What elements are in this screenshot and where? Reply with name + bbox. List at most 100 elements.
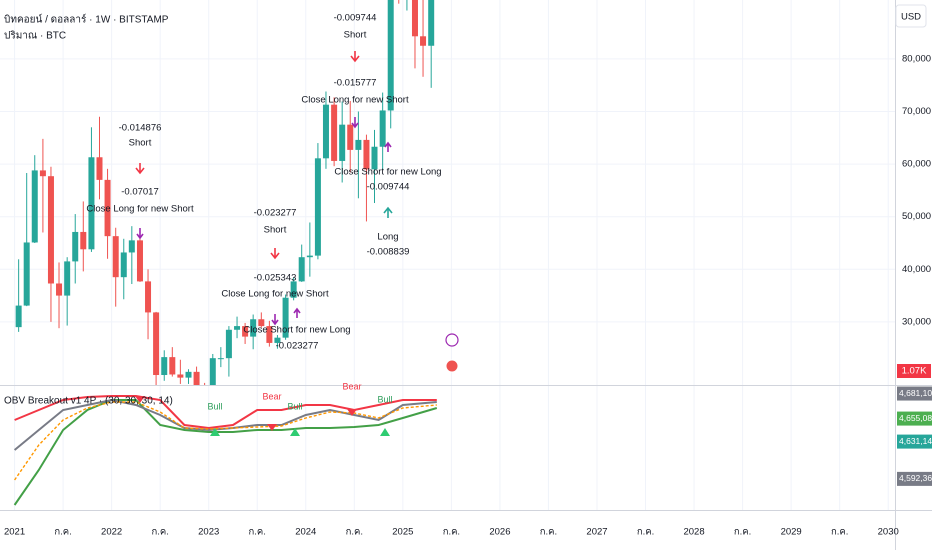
candle-body xyxy=(420,36,427,46)
event-icon[interactable] xyxy=(445,359,459,373)
indicator-line xyxy=(14,401,437,481)
bull-triangle xyxy=(290,428,300,436)
signal-annotation: Close Long for new Short xyxy=(221,289,329,300)
candle-body xyxy=(23,242,30,306)
currency: USD xyxy=(901,12,921,23)
x-tick-label: ก.ค. xyxy=(54,527,71,538)
signal-annotation: Close Long for new Short xyxy=(301,95,409,106)
event-icon[interactable] xyxy=(445,333,459,347)
indicator-line xyxy=(13,399,438,506)
bull-triangle xyxy=(380,428,390,436)
x-tick-label: 2029 xyxy=(781,527,802,538)
x-tick-label: 2023 xyxy=(198,527,219,538)
candle-body xyxy=(145,281,152,313)
signal-label: Bull xyxy=(207,401,222,411)
indicator-badge: 4,655,081 xyxy=(899,413,932,423)
price-pane xyxy=(15,0,435,385)
candle-body xyxy=(234,326,241,330)
indicator-badge: 4,631,149 xyxy=(899,436,932,446)
short-arrow xyxy=(135,163,145,175)
candle-body xyxy=(322,104,329,159)
indicator-badge: 4,592,363 xyxy=(899,473,932,483)
signal-annotation: -0.008839 xyxy=(367,247,410,258)
candle-body xyxy=(339,124,346,161)
candle-body xyxy=(331,104,338,161)
close-arrow xyxy=(384,141,392,152)
y-tick-label: 60,000 xyxy=(902,159,931,170)
candle-body xyxy=(225,329,232,359)
signal-label: Bull xyxy=(287,401,302,411)
x-tick-label: 2030 xyxy=(878,527,899,538)
x-tick-label: ก.ค. xyxy=(443,527,460,538)
candle-body xyxy=(136,240,143,282)
candle-body xyxy=(120,252,127,278)
candle-body xyxy=(15,305,22,328)
candle-body xyxy=(250,319,257,337)
candle-body xyxy=(185,371,192,378)
x-tick-label: ก.ค. xyxy=(637,527,654,538)
candle-body xyxy=(88,157,95,250)
candle-body xyxy=(379,110,386,147)
long-arrow xyxy=(383,206,393,218)
candle-body xyxy=(274,337,281,343)
signal-annotation: -0.07017 xyxy=(121,187,159,198)
candle-body xyxy=(266,326,273,343)
signal-annotation: Short xyxy=(264,225,287,236)
signal-annotation: -0.009744 xyxy=(334,13,377,24)
close-arrow xyxy=(351,117,359,129)
indicator-badge-bg xyxy=(897,411,932,426)
signal-annotation: -0.014876 xyxy=(119,123,162,134)
candle-body xyxy=(363,139,370,170)
close-arrow xyxy=(271,314,279,326)
x-tick-label: 2027 xyxy=(586,527,607,538)
y-tick-label: 80,000 xyxy=(902,53,931,64)
x-tick-label: 2028 xyxy=(683,527,704,538)
candle-body xyxy=(56,283,63,296)
volume-label: ปริมาณ · BTC xyxy=(4,31,66,42)
candle-body xyxy=(153,312,160,376)
bear-triangle xyxy=(347,409,357,416)
candle-body xyxy=(104,179,111,237)
candle-body xyxy=(347,124,354,150)
signal-annotation: Long xyxy=(377,232,398,243)
candle-body xyxy=(177,374,184,378)
indicator-badge-bg xyxy=(897,434,932,449)
close-arrow xyxy=(293,307,301,318)
signal-label: Bear xyxy=(262,391,281,401)
signal-label: Bull xyxy=(377,394,392,404)
candle-body xyxy=(64,261,71,296)
signal-annotation: Close Long for new Short xyxy=(86,204,194,215)
signal-label: Bear xyxy=(342,381,361,391)
grid xyxy=(0,0,895,510)
short-arrow xyxy=(350,51,360,63)
signal-annotation: Close Short for new Long xyxy=(334,167,441,178)
candle-body xyxy=(193,371,200,385)
candle-body xyxy=(39,170,46,177)
y-tick-label: 70,000 xyxy=(902,106,931,117)
x-tick-label: ก.ค. xyxy=(831,527,848,538)
signal-annotation: -0.015777 xyxy=(334,78,377,89)
bull-triangle xyxy=(210,428,220,436)
volume-badge: 1.07K xyxy=(902,366,927,377)
signal-annotation: -0.025343 xyxy=(254,273,297,284)
candle-body xyxy=(411,0,418,37)
currency-button[interactable] xyxy=(895,4,927,28)
candle-body xyxy=(298,257,305,282)
candle-body xyxy=(112,236,119,278)
candle-body xyxy=(428,0,435,46)
candle-body xyxy=(290,281,297,298)
candle-body xyxy=(217,358,224,360)
indicator-badge: 4,681,104 xyxy=(899,388,932,398)
indicator-line xyxy=(14,395,437,430)
candle-body xyxy=(209,358,216,385)
x-tick-label: 2025 xyxy=(392,527,413,538)
indicator-pane xyxy=(13,395,438,506)
bear-triangle xyxy=(267,424,277,431)
close-arrow xyxy=(136,228,144,240)
indicator-badge-bg xyxy=(897,386,932,401)
signal-annotation: -0.023277 xyxy=(254,208,297,219)
signal-annotation: Close Short for new Long xyxy=(243,325,350,336)
x-tick-label: ก.ค. xyxy=(151,527,168,538)
